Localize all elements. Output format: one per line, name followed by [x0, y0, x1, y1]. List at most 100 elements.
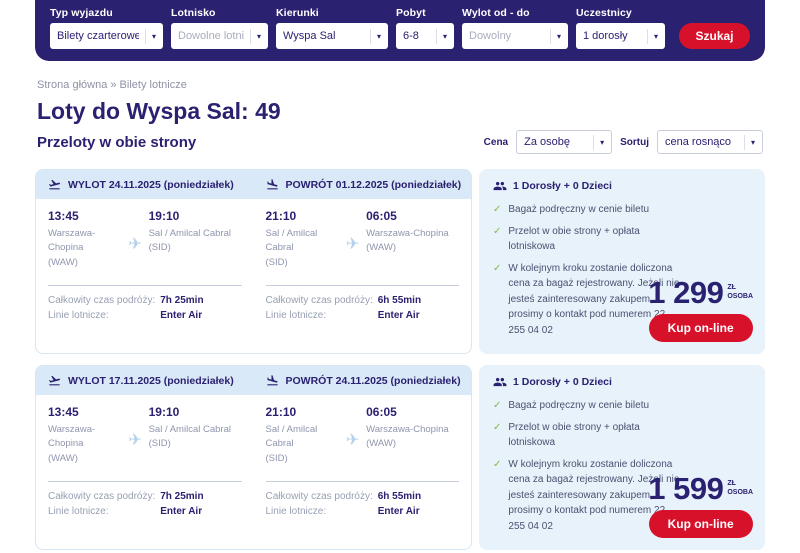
filter-bar: Typ wyjazdu Bilety czarterowe ▾ Lotnisko… — [35, 0, 765, 61]
sort-select[interactable]: cena rosnąco ▾ — [657, 130, 763, 154]
price-amount: 1 299 — [648, 275, 724, 310]
filter-group-trip-type: Typ wyjazdu Bilety czarterowe ▾ — [50, 7, 163, 49]
arrival-info: 19:10 Sal / Amilcal Cabral (SID) — [149, 405, 242, 481]
feature-item: ✓ Przelot w obie strony + opłata lotnisk… — [493, 420, 751, 451]
filter-label: Pobyt — [396, 7, 426, 19]
buy-online-button[interactable]: Kup on-line — [648, 510, 753, 538]
duration-value: 7h 25min — [160, 295, 204, 306]
outbound-header-text: WYLOT 17.11.2025 (poniedziałek) — [68, 374, 234, 387]
return-leg: 21:10 Sal / Amilcal Cabral (SID) ✈ 06:05… — [254, 395, 472, 532]
return-route: 21:10 Sal / Amilcal Cabral (SID) ✈ 06:05… — [266, 209, 460, 285]
participants-value: 1 dorosły — [583, 30, 628, 42]
departure-airport: Warszawa-Chopina — [48, 424, 96, 450]
passengers-text: 1 Dorosły + 0 Dzieci — [513, 180, 612, 192]
breadcrumb[interactable]: Strona główna » Bilety lotnicze — [37, 79, 187, 91]
buy-online-button[interactable]: Kup on-line — [648, 314, 753, 342]
plane-icon: ✈ — [345, 234, 360, 253]
airline-label: Linie lotnicze: — [265, 310, 327, 321]
destination-value: Wyspa Sal — [283, 30, 336, 42]
stay-value: 6-8 — [403, 30, 419, 42]
price-mode-select[interactable]: Za osobę ▾ — [516, 130, 613, 154]
sort-value: cena rosnąco — [665, 136, 732, 148]
arrival-airport-code: (SID) — [148, 438, 171, 450]
airline-value: Enter Air — [377, 506, 420, 517]
airport-select[interactable]: Dowolne lotnisko ▾ — [171, 23, 268, 49]
feature-text: W kolejnym kroku zostanie doliczona cena… — [508, 458, 680, 532]
destination-select[interactable]: Wyspa Sal ▾ — [276, 23, 388, 49]
airline-label: Linie lotnicze: — [265, 506, 327, 517]
departure-info: 21:10 Sal / Amilcal Cabral (SID) — [266, 405, 340, 481]
search-button[interactable]: Szukaj — [679, 23, 750, 49]
airline-label: Linie lotnicze: — [48, 506, 109, 517]
airline-row: Linie lotnicze: Enter Air — [48, 506, 242, 517]
check-icon: ✓ — [493, 225, 502, 237]
flight-card: WYLOT 24.11.2025 (poniedziałek) POWRÓT 0… — [35, 169, 765, 354]
duration-label: Całkowity czas podróży: — [48, 295, 156, 306]
duration-label: Całkowity czas podróży: — [265, 295, 373, 306]
outbound-route: 13:45 Warszawa-Chopina (WAW) ✈ 19:10 Sal… — [48, 405, 242, 481]
flight-card-body: 13:45 Warszawa-Chopina (WAW) ✈ 19:10 Sal… — [36, 395, 471, 532]
check-icon: ✓ — [493, 262, 502, 274]
duration-row: Całkowity czas podróży: 6h 55min — [266, 295, 460, 306]
passengers-row: 1 Dorosły + 0 Dzieci — [493, 375, 751, 389]
arrival-airport: Warszawa-Chopina — [366, 424, 449, 435]
departure-airport-code: (WAW) — [48, 256, 78, 268]
flight-card-header: WYLOT 24.11.2025 (poniedziałek) POWRÓT 0… — [36, 170, 471, 199]
arrival-time: 06:05 — [366, 209, 397, 223]
trip-type-select[interactable]: Bilety czarterowe ▾ — [50, 23, 163, 49]
stay-select[interactable]: 6-8 ▾ — [396, 23, 454, 49]
arrival-time: 19:10 — [148, 209, 180, 223]
price-mode-label: Cena — [483, 136, 509, 148]
people-icon — [493, 377, 507, 387]
price-per: OSOBA — [727, 292, 753, 300]
landing-icon — [266, 375, 278, 386]
departure-range-select[interactable]: Dowolny ▾ — [462, 23, 568, 49]
flight-details: WYLOT 24.11.2025 (poniedziałek) POWRÓT 0… — [35, 169, 472, 354]
participants-select[interactable]: 1 dorosły ▾ — [576, 23, 665, 49]
takeoff-icon — [48, 179, 60, 190]
chevron-down-icon: ▾ — [743, 134, 755, 150]
airline-value: Enter Air — [377, 310, 420, 321]
arrival-airport-code: (WAW) — [366, 438, 396, 450]
divider — [265, 285, 459, 286]
chevron-down-icon: ▾ — [435, 28, 447, 44]
arrival-airport-code: (SID) — [148, 242, 171, 254]
plane-icon: ✈ — [128, 430, 142, 449]
people-icon — [493, 181, 507, 191]
feature-text: Bagaż podręczny w cenie biletu — [508, 400, 650, 411]
price-amount: 1 599 — [648, 471, 724, 506]
takeoff-icon — [48, 375, 60, 386]
feature-text: Bagaż podręczny w cenie biletu — [508, 204, 650, 215]
check-icon: ✓ — [493, 204, 502, 215]
price-block: 1 599 ZŁ OSOBA Kup on-line — [648, 473, 753, 538]
chevron-down-icon: ▾ — [144, 28, 156, 44]
duration-row: Całkowity czas podróży: 7h 25min — [48, 491, 242, 502]
sort-controls: Cena Za osobę ▾ Sortuj cena rosnąco ▾ — [484, 130, 763, 154]
airport-value: Dowolne lotnisko — [178, 30, 244, 42]
departure-time: 13:45 — [48, 405, 79, 419]
outbound-leg: 13:45 Warszawa-Chopina (WAW) ✈ 19:10 Sal… — [36, 395, 254, 532]
departure-airport: Warszawa-Chopina — [48, 228, 96, 254]
price-line: 1 599 ZŁ OSOBA — [648, 473, 753, 504]
duration-value: 6h 55min — [377, 491, 422, 502]
departure-time: 21:10 — [265, 209, 297, 223]
chevron-down-icon: ▾ — [593, 134, 604, 150]
trip-type-value: Bilety czarterowe — [57, 30, 139, 42]
check-icon: ✓ — [493, 400, 502, 411]
duration-row: Całkowity czas podróży: 6h 55min — [266, 491, 460, 502]
departure-airport-code: (WAW) — [48, 452, 78, 464]
check-icon: ✓ — [493, 421, 502, 433]
return-leg: 21:10 Sal / Amilcal Cabral (SID) ✈ 06:05… — [254, 199, 472, 336]
arrival-info: 19:10 Sal / Amilcal Cabral (SID) — [149, 209, 242, 285]
departure-airport: Sal / Amilcal Cabral — [265, 424, 318, 450]
arrival-time: 19:10 — [148, 405, 180, 419]
price-line: 1 299 ZŁ OSOBA — [648, 277, 753, 308]
departure-range-value: Dowolny — [469, 30, 512, 42]
chevron-down-icon: ▾ — [646, 28, 658, 44]
chevron-down-icon: ▾ — [549, 28, 561, 44]
price-unit: ZŁ OSOBA — [727, 480, 753, 498]
price-currency: ZŁ — [727, 480, 736, 487]
outbound-leg: 13:45 Warszawa-Chopina (WAW) ✈ 19:10 Sal… — [36, 199, 254, 336]
passengers-text: 1 Dorosły + 0 Dzieci — [513, 376, 612, 388]
price-block: 1 299 ZŁ OSOBA Kup on-line — [648, 277, 753, 342]
